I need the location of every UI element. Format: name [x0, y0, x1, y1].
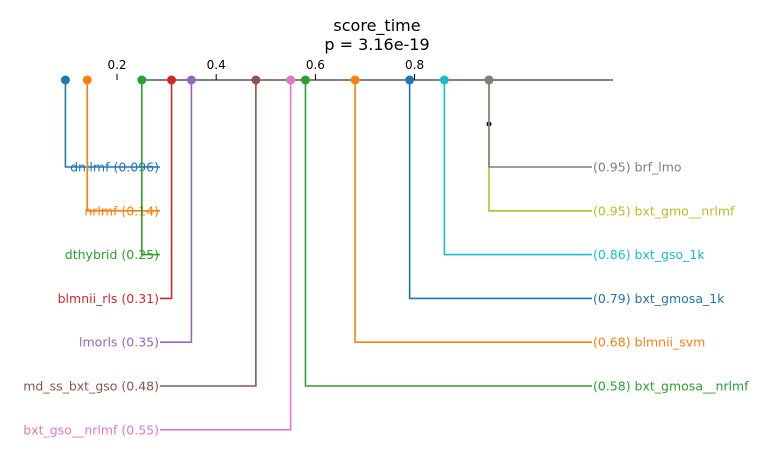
entry-label-blmnii_svm: (0.68) blmnii_svm: [593, 335, 705, 350]
rank-point-brf_lmo: [484, 75, 494, 85]
rank-point-blmnii_rls: [167, 75, 177, 85]
axis-ticks: 0.2 0.4 0.6 0.8: [107, 58, 424, 80]
connector-brf_lmo: [488, 80, 592, 168]
entry-label-brf_lmo: (0.95) brf_lmo: [593, 160, 682, 175]
left-entries: dnilmf (0.096) nrlmf (0.14) dthybrid (0.25…: [23, 75, 296, 437]
connector-bxt_gso__nrlmf: [160, 80, 292, 431]
connector-blmnii_rls: [160, 80, 173, 300]
entry-label-blmnii_rls: blmnii_rls (0.31): [58, 291, 159, 306]
entry-label-lmorls: lmorls (0.35): [79, 335, 159, 350]
entry-label-dnilmf: dnilmf (0.096): [70, 160, 159, 175]
connector-blmnii_svm: [354, 80, 592, 344]
tick-label: 0.4: [207, 58, 226, 72]
tick-label: 0.6: [306, 58, 325, 72]
rank-point-bxt_gso__nrlmf: [286, 75, 296, 85]
right-entries: (0.58) bxt_gmosa__nrlmf (0.68) blmnii_svm…: [300, 75, 749, 394]
rank-point-lmorls: [186, 75, 196, 85]
rank-point-bxt_gmosa_1k: [405, 75, 415, 85]
entry-label-bxt_gmosa__nrlmf: (0.58) bxt_gmosa__nrlmf: [593, 379, 749, 394]
rank-point-bxt_gso_1k: [439, 75, 449, 85]
tick-label: 0.8: [405, 58, 424, 72]
chart-title: score_time: [333, 16, 420, 36]
chart-subtitle: p = 3.16e-19: [324, 35, 429, 54]
entry-label-nrlmf: nrlmf (0.14): [84, 203, 159, 218]
connector-bxt_gso_1k: [443, 80, 592, 256]
connector-dthybrid: [141, 80, 160, 256]
entry-label-dthybrid: dthybrid (0.25): [65, 247, 159, 262]
rank-point-dnilmf: [60, 75, 70, 85]
connector-bxt_gmo__nrlmf: [488, 80, 592, 212]
entry-label-bxt_gmosa_1k: (0.79) bxt_gmosa_1k: [593, 291, 725, 306]
rank-point-dthybrid: [137, 75, 147, 85]
connector-bxt_gmosa_1k: [408, 80, 592, 300]
entry-label-bxt_gso__nrlmf: bxt_gso__nrlmf (0.55): [23, 422, 159, 437]
rank-point-nrlmf: [82, 75, 92, 85]
connector-lmorls: [160, 80, 193, 344]
connector-dnilmf: [64, 80, 160, 168]
entry-label-bxt_gso_1k: (0.86) bxt_gso_1k: [593, 247, 705, 262]
connector-nrlmf: [86, 80, 160, 212]
entry-label-md_ss_bxt_gso: md_ss_bxt_gso (0.48): [23, 379, 159, 394]
connector-md_ss_bxt_gso: [160, 80, 257, 387]
entry-label-bxt_gmo__nrlmf: (0.95) bxt_gmo__nrlmf: [593, 203, 735, 218]
rank-point-bxt_gmosa__nrlmf: [300, 75, 310, 85]
rank-point-md_ss_bxt_gso: [251, 75, 261, 85]
tick-label: 0.2: [107, 58, 126, 72]
connector-bxt_gmosa__nrlmf: [304, 80, 592, 387]
rank-point-blmnii_svm: [350, 75, 360, 85]
